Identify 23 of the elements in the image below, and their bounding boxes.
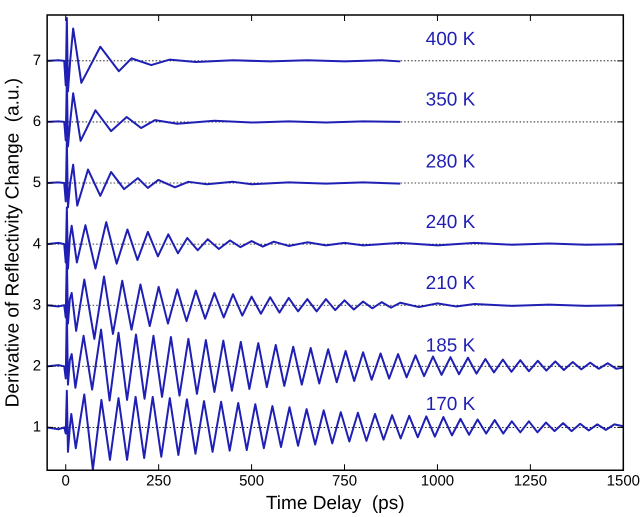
series-label: 210 K bbox=[426, 272, 476, 294]
x-tick-label: 1250 bbox=[514, 472, 548, 490]
y-tick-label: 6 bbox=[32, 113, 42, 130]
x-tick-label: 1500 bbox=[606, 472, 640, 490]
y-tick-label: 5 bbox=[32, 174, 42, 192]
series-label: 170 K bbox=[426, 394, 476, 415]
y-tick-label: 7 bbox=[32, 52, 42, 69]
y-tick-label: 2 bbox=[32, 357, 42, 374]
x-tick-label: 250 bbox=[146, 472, 172, 490]
series-label: 400 K bbox=[426, 29, 476, 50]
x-axis-title: Time Delay (ps) bbox=[266, 492, 405, 514]
series-label: 185 K bbox=[426, 335, 476, 356]
y-axis-title: Derivative of Reflectivity Change (a.u.) bbox=[2, 78, 24, 408]
x-tick-label: 1000 bbox=[420, 472, 454, 490]
series-label: 280 K bbox=[426, 151, 476, 172]
x-tick-label: 750 bbox=[332, 472, 358, 490]
series-label: 350 K bbox=[426, 90, 476, 111]
series-label: 240 K bbox=[426, 212, 476, 233]
y-tick-label: 1 bbox=[32, 418, 42, 436]
y-tick-label: 3 bbox=[32, 296, 42, 314]
x-tick-label: 500 bbox=[239, 472, 264, 490]
x-tick-label: 0 bbox=[62, 472, 70, 490]
y-tick-label: 4 bbox=[32, 235, 42, 252]
